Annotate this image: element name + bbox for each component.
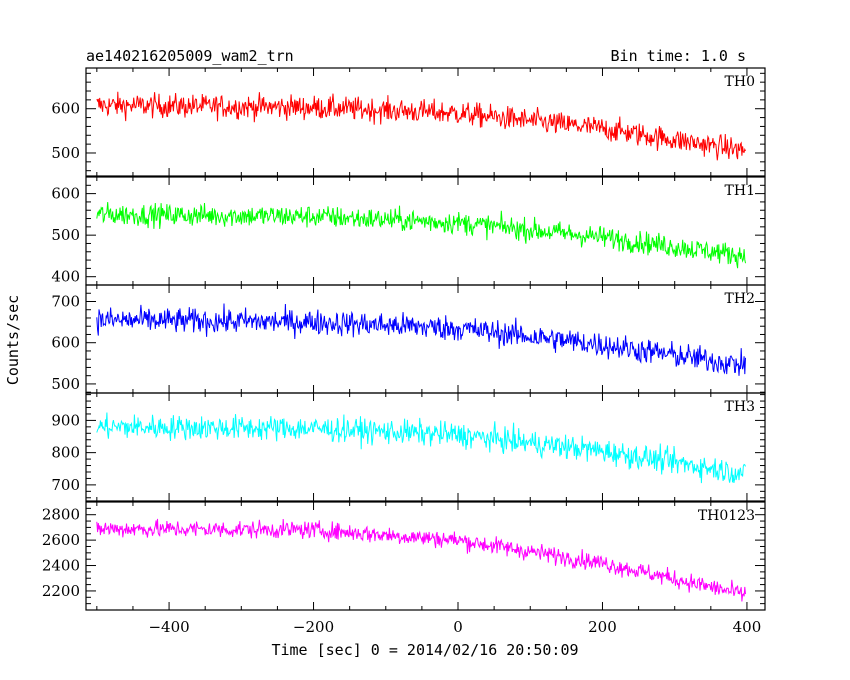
x-tick-label: 200	[588, 618, 617, 636]
y-axis-label: Counts/sec	[4, 295, 22, 385]
panel-label-th0: TH0	[725, 74, 755, 90]
panel-label-th1: TH1	[725, 183, 755, 199]
y-tick-label: 600	[51, 334, 80, 352]
y-tick-label: 700	[51, 476, 80, 494]
panel-th0: 500 600 TH0	[51, 67, 766, 177]
panels: 500 600 TH0 400 500 600 TH1 500 600 700 TH2 700 800 9…	[42, 67, 766, 611]
y-tick-label: 600	[51, 185, 80, 203]
panel-th3: 700 800 900 TH3	[51, 392, 766, 502]
y-tick-label: 900	[51, 411, 80, 429]
panel-frame	[85, 176, 766, 286]
panel-frame	[85, 501, 766, 611]
y-tick-label: 600	[51, 100, 80, 118]
panel-label-th0123: TH0123	[698, 508, 755, 524]
series-line-th1	[96, 202, 746, 269]
series-line-th0	[96, 91, 746, 161]
y-tick-label: 800	[51, 444, 80, 462]
panel-th1: 400 500 600 TH1	[51, 176, 766, 286]
panel-label-th3: TH3	[725, 399, 755, 415]
y-tick-label: 2400	[42, 557, 80, 575]
x-tick-label: 0	[453, 618, 463, 636]
x-axis: −400 −200 0 200 400	[148, 618, 761, 636]
y-tick-label: 500	[51, 226, 80, 244]
x-tick-label: 400	[733, 618, 762, 636]
y-tick-label: 2200	[42, 582, 80, 600]
x-tick-label: −400	[148, 618, 189, 636]
x-tick-label: −200	[293, 618, 334, 636]
panel-frame	[85, 67, 766, 177]
series-line-th2	[96, 303, 746, 376]
chart-title: ae140216205009_wam2_trn	[86, 47, 294, 65]
y-tick-label: 500	[51, 144, 80, 162]
y-tick-label: 400	[51, 268, 80, 286]
panel-frame	[85, 284, 766, 394]
bin-time-label: Bin time: 1.0 s	[611, 47, 746, 65]
series-line-th0123	[96, 518, 746, 602]
x-axis-label: Time [sec] 0 = 2014/02/16 20:50:09	[271, 641, 578, 659]
y-tick-label: 2800	[42, 506, 80, 524]
panel-label-th2: TH2	[725, 291, 755, 307]
panel-th0123: 2200 2400 2600 2800 TH0123	[42, 501, 766, 611]
panel-th2: 500 600 700 TH2	[51, 284, 766, 394]
y-tick-label: 700	[51, 292, 80, 310]
series-line-th3	[96, 412, 746, 484]
y-tick-label: 500	[51, 375, 80, 393]
y-tick-label: 2600	[42, 531, 80, 549]
panel-frame	[85, 392, 766, 502]
